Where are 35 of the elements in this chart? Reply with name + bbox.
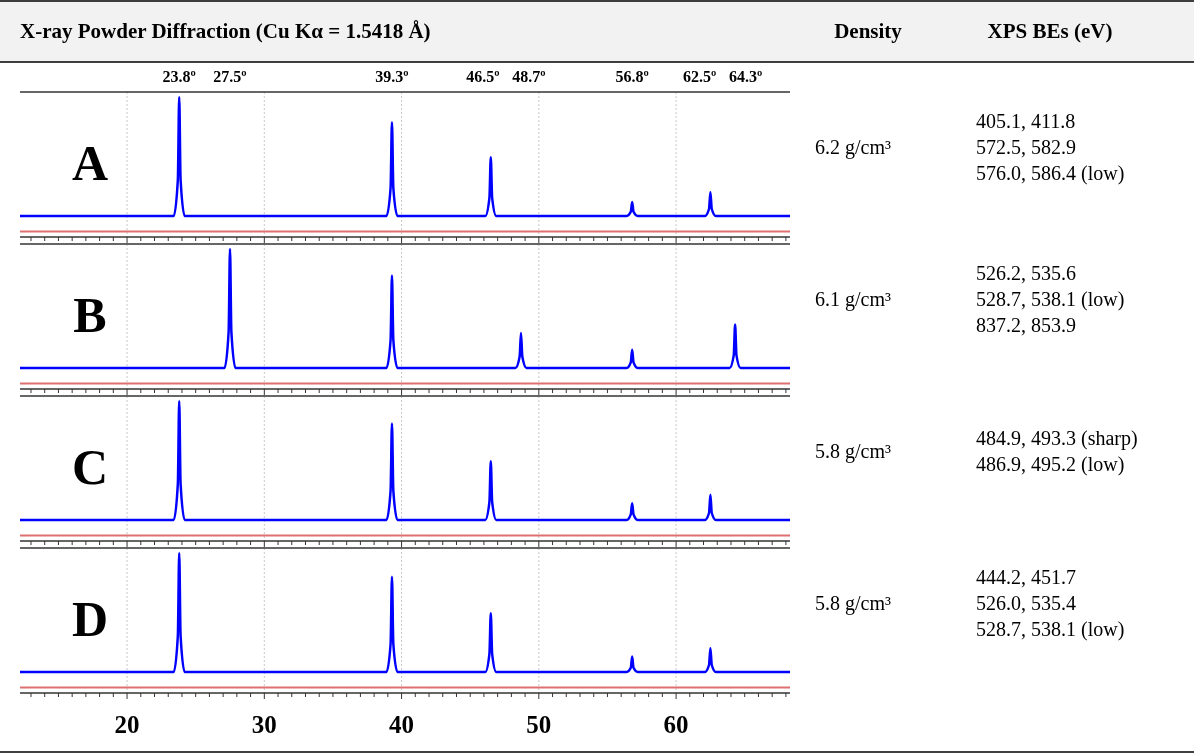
- text: 5.8 g/cm³: [815, 592, 891, 615]
- text: 526.2, 535.6: [976, 262, 1076, 284]
- text: 405.1, 411.8: [976, 110, 1076, 132]
- text: 837.2, 853.9: [976, 314, 1076, 336]
- text: 39.3º: [375, 68, 409, 85]
- text: 48.7º: [512, 68, 546, 85]
- x-tick-label: 20: [114, 711, 140, 738]
- text: B: [73, 287, 107, 343]
- text: 56.8º: [615, 68, 649, 85]
- text: D: [71, 591, 109, 647]
- text: 528.7, 538.1 (low): [976, 618, 1125, 641]
- text: 6.2 g/cm³: [815, 136, 891, 159]
- text: 528.7, 538.1 (low): [976, 288, 1125, 311]
- text: 62.5º: [683, 68, 717, 85]
- text: 6.1 g/cm³: [815, 288, 891, 311]
- x-tick-label: 60: [663, 711, 689, 738]
- text: A: [71, 135, 109, 191]
- text: 64.3º: [729, 68, 763, 85]
- text: 526.0, 535.4: [976, 592, 1076, 614]
- text: 576.0, 586.4 (low): [976, 162, 1125, 185]
- text: 46.5º: [466, 68, 500, 85]
- text: 484.9, 493.3 (sharp): [976, 427, 1138, 450]
- text: Density: [834, 19, 903, 43]
- text: 5.8 g/cm³: [815, 440, 891, 463]
- x-tick-label: 30: [251, 711, 277, 738]
- x-tick-label: 40: [389, 711, 415, 738]
- x-tick-label: 50: [526, 711, 552, 738]
- text: X-ray Powder Diffraction (Cu Kα = 1.5418 Å): [20, 19, 431, 43]
- text: 572.5, 582.9: [976, 136, 1076, 158]
- text: C: [71, 439, 109, 495]
- text: 486.9, 495.2 (low): [976, 453, 1125, 476]
- text: 27.5º: [213, 68, 247, 85]
- text: 444.2, 451.7: [976, 566, 1076, 588]
- text: XPS BEs (eV): [987, 19, 1113, 43]
- text: 23.8º: [162, 68, 196, 85]
